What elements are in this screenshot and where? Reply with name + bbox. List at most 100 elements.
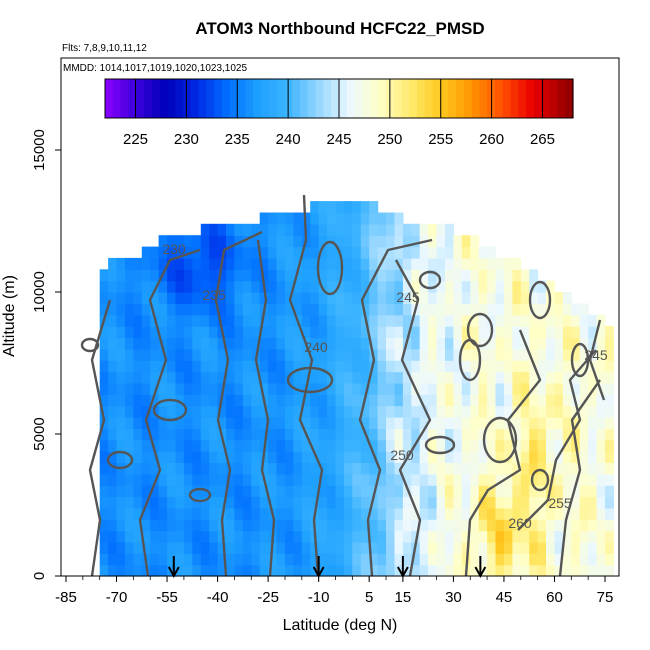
heatmap-cell (428, 326, 438, 339)
heatmap-cell (571, 519, 581, 532)
heatmap-cell (343, 337, 353, 350)
heatmap-cell (588, 439, 598, 452)
heatmap-cell (141, 462, 151, 475)
heatmap-cell (167, 337, 177, 350)
heatmap-cell (478, 439, 488, 452)
heatmap-cell (116, 485, 126, 498)
heatmap-cell (520, 519, 530, 532)
heatmap-cell (259, 257, 269, 270)
heatmap-cell (596, 530, 606, 543)
heatmap-cell (217, 439, 227, 452)
heatmap-cell (234, 257, 244, 270)
heatmap-cell (158, 348, 168, 361)
heatmap-cell (478, 337, 488, 350)
heatmap-cell (226, 541, 235, 554)
heatmap-cell (546, 541, 555, 554)
heatmap-cell (200, 439, 210, 452)
heatmap-cell (596, 417, 606, 429)
heatmap-cell (217, 496, 227, 509)
heatmap-cell (369, 201, 379, 214)
heatmap-cell (310, 417, 320, 429)
heatmap-cell (217, 541, 227, 554)
heatmap-cell (571, 485, 581, 498)
heatmap-cell (596, 405, 606, 418)
heatmap-cell (478, 314, 488, 327)
heatmap-cell (116, 394, 126, 407)
heatmap-cell (217, 246, 227, 259)
heatmap-cell (251, 519, 261, 532)
heatmap-cell (386, 519, 395, 532)
heatmap-cell (335, 507, 345, 520)
contour-loop (466, 312, 494, 348)
colorbar-swatch (463, 79, 473, 118)
heatmap-cell (310, 451, 320, 463)
heatmap-cell (285, 439, 294, 452)
heatmap-cell (310, 223, 320, 236)
heatmap-cell (310, 269, 320, 282)
heatmap-cell (327, 326, 337, 339)
heatmap-cell (192, 485, 202, 498)
heatmap-cell (360, 212, 370, 225)
x-tick-label: -40 (207, 589, 229, 606)
heatmap-cell (125, 337, 134, 350)
heatmap-cell (234, 417, 244, 429)
heatmap-cell (310, 246, 320, 259)
heatmap-cell (343, 428, 353, 441)
heatmap-cell (175, 246, 185, 259)
heatmap-cell (183, 519, 193, 532)
heatmap-cell (125, 394, 134, 407)
heatmap-cell (453, 269, 463, 282)
heatmap-cell (183, 417, 193, 429)
heatmap-cell (554, 564, 564, 577)
heatmap-cell (200, 405, 210, 418)
heatmap-cell (562, 553, 572, 566)
heatmap-cell (242, 553, 252, 566)
heatmap-cell (192, 462, 202, 475)
heatmap-cell (183, 235, 193, 248)
heatmap-cell (352, 337, 362, 350)
heatmap-cell (200, 371, 210, 384)
heatmap-cell (327, 314, 337, 327)
heatmap-cell (461, 348, 471, 361)
heatmap-cell (394, 496, 404, 509)
heatmap-cell (200, 451, 210, 463)
heatmap-cell (369, 439, 379, 452)
heatmap-cell (369, 371, 379, 384)
heatmap-cell (554, 428, 564, 441)
colorbar-swatch (237, 79, 246, 118)
heatmap-cell (360, 246, 370, 259)
heatmap-cell (192, 314, 202, 327)
heatmap-cell (318, 541, 328, 554)
heatmap-cell (285, 496, 294, 509)
heatmap-cell (335, 303, 345, 316)
heatmap-cell (562, 326, 572, 339)
heatmap-cell (495, 496, 505, 509)
heatmap-cell (276, 360, 286, 373)
heatmap-cell (125, 257, 134, 270)
heatmap-cell (503, 485, 513, 498)
heatmap-cell (276, 507, 286, 520)
heatmap-cell (503, 348, 513, 361)
heatmap-cell (495, 553, 505, 566)
heatmap-cell (562, 439, 572, 452)
heatmap-cell (529, 292, 539, 304)
heatmap-cell (293, 371, 303, 384)
heatmap-cell (150, 451, 160, 463)
heatmap-cell (108, 337, 118, 350)
heatmap-cell (285, 428, 294, 441)
heatmap-cell (495, 564, 505, 577)
heatmap-cell (377, 394, 387, 407)
heatmap-cell (335, 280, 345, 293)
heatmap-cell (369, 417, 379, 429)
heatmap-cell (377, 417, 387, 429)
heatmap-cell (242, 257, 252, 270)
heatmap-cell (226, 303, 235, 316)
heatmap-cell (259, 337, 269, 350)
heatmap-cell (150, 417, 160, 429)
heatmap-cell (175, 428, 185, 441)
heatmap-cell (537, 485, 547, 498)
heatmap-cell (369, 507, 379, 520)
heatmap-cell (175, 303, 185, 316)
heatmap-cell (335, 257, 345, 270)
colorbar-swatch (354, 79, 363, 118)
